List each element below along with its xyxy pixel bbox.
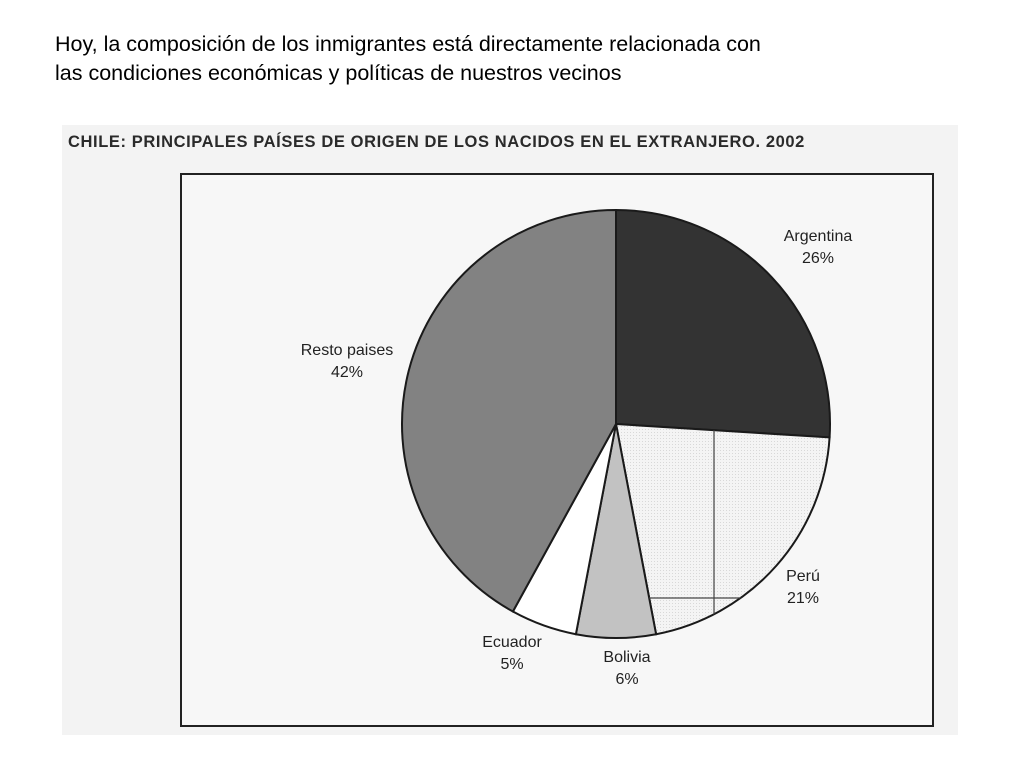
slice-value-resto-paises: 42% bbox=[331, 364, 363, 381]
pie-slice-resto-paises bbox=[401, 208, 617, 613]
caption-line-2: las condiciones económicas y políticas d… bbox=[55, 61, 622, 85]
caption: Hoy, la composición de los inmigrantes e… bbox=[55, 30, 995, 88]
slice-value-ecuador: 5% bbox=[500, 656, 523, 673]
caption-line-1: Hoy, la composición de los inmigrantes e… bbox=[55, 32, 761, 56]
slice-label-argentina: Argentina bbox=[784, 228, 853, 245]
slice-label-peru: Perú bbox=[786, 568, 820, 585]
chart-title: CHILE: PRINCIPALES PAÍSES DE ORIGEN DE L… bbox=[68, 133, 805, 151]
slice-value-argentina: 26% bbox=[802, 250, 834, 267]
pie-slice-argentina bbox=[615, 208, 831, 439]
slice-label-ecuador: Ecuador bbox=[482, 634, 542, 651]
slice-label-resto-paises: Resto paises bbox=[301, 342, 394, 359]
slice-value-bolivia: 6% bbox=[615, 671, 638, 688]
slice-value-peru: 21% bbox=[787, 590, 819, 607]
slice-label-bolivia: Bolivia bbox=[603, 649, 650, 666]
pie-slice-peru bbox=[614, 422, 831, 636]
